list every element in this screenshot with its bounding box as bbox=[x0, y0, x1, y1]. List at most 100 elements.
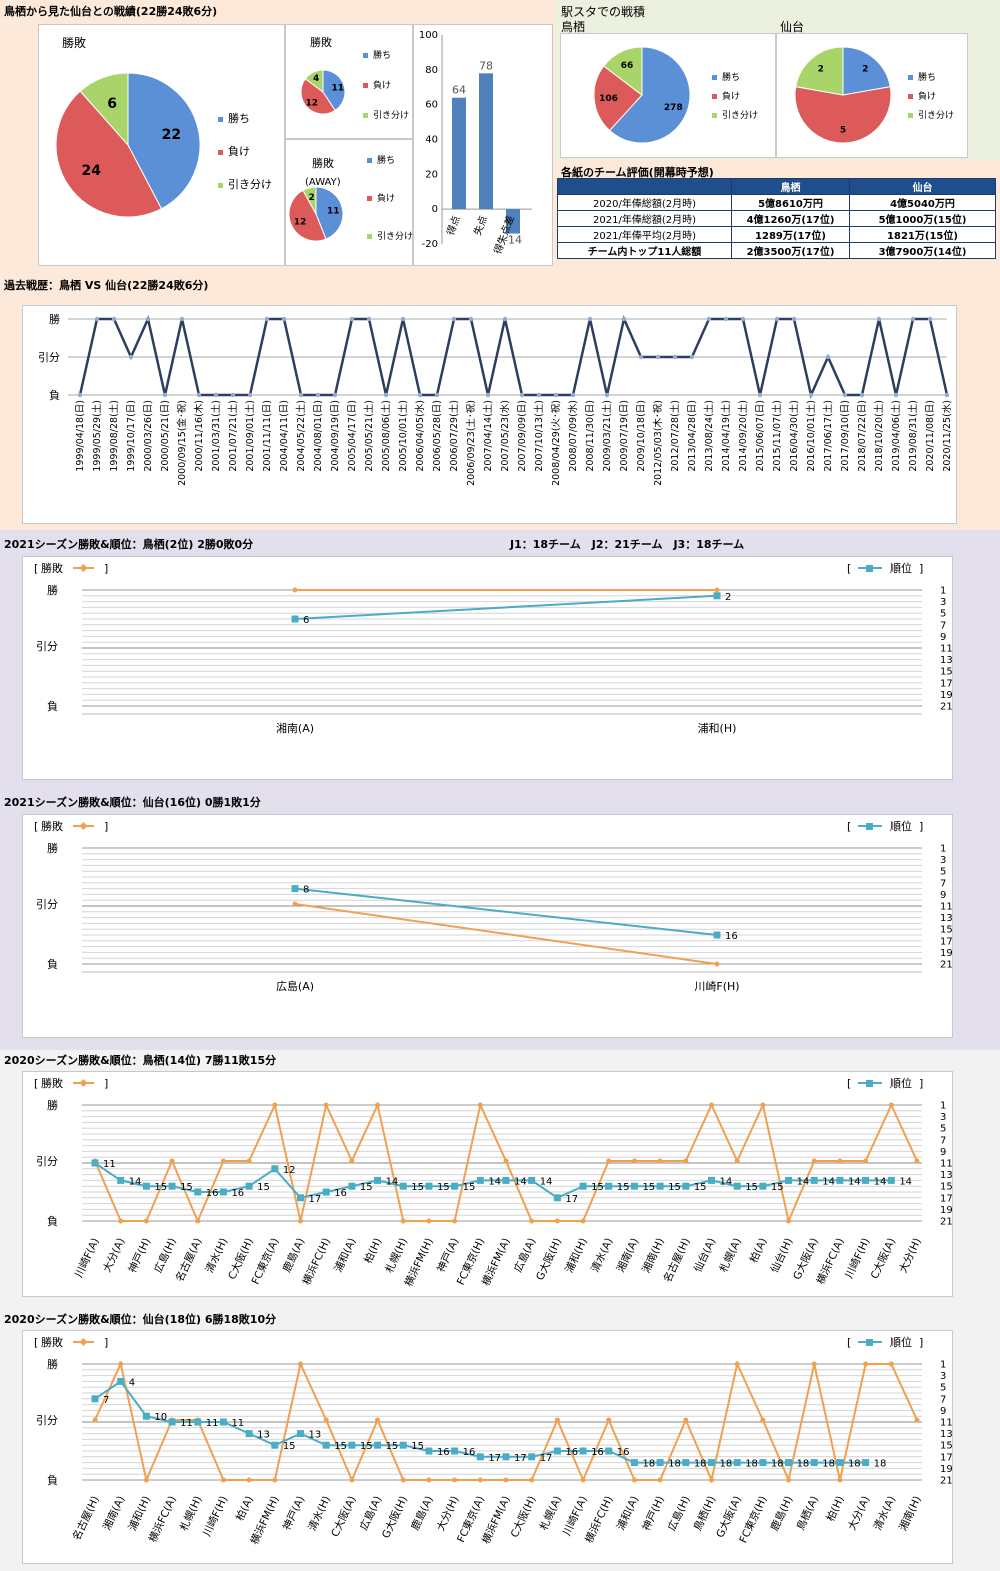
legend-label-rank: 順位 bbox=[890, 1076, 912, 1090]
history-point bbox=[349, 316, 355, 322]
legend-bracket: ] bbox=[919, 1336, 923, 1349]
result-point bbox=[914, 1158, 920, 1164]
y-label: 勝 bbox=[47, 1098, 58, 1112]
history-x-label: 2016/10/01(土) bbox=[805, 400, 817, 472]
history-x-label: 2009/03/21(土) bbox=[601, 400, 613, 472]
result-point bbox=[580, 1477, 586, 1483]
result-point bbox=[292, 901, 298, 907]
rank-data-label: 18 bbox=[720, 1459, 733, 1470]
x-category-label: 大分(A) bbox=[100, 1236, 127, 1274]
legend-marker-rank bbox=[866, 1339, 873, 1346]
x-category-label: 鹿島(A) bbox=[280, 1236, 307, 1274]
rank-tick-label: 15 bbox=[940, 1182, 953, 1193]
legend-swatch bbox=[363, 113, 368, 118]
pie-slice bbox=[304, 69, 324, 93]
eval-row-label: 2020/年俸総額(2月時) bbox=[557, 194, 732, 211]
rank-point bbox=[862, 1176, 870, 1184]
result-point bbox=[195, 1218, 201, 1224]
legend-bracket: [ bbox=[34, 820, 38, 833]
bar bbox=[479, 73, 493, 210]
legend-swatch bbox=[712, 94, 717, 99]
rank-data-label: 17 bbox=[514, 1453, 527, 1464]
legend-bracket: [ bbox=[34, 1077, 38, 1090]
x-category-label: 仙台(H) bbox=[768, 1236, 795, 1275]
history-x-label: 2005/10/01(土) bbox=[397, 400, 409, 472]
rank-point bbox=[117, 1377, 125, 1385]
result-point bbox=[786, 1218, 792, 1224]
x-category-label: 浦和(A) bbox=[331, 1236, 358, 1274]
pie-slice bbox=[288, 189, 327, 242]
history-point bbox=[740, 316, 746, 322]
history-point bbox=[604, 392, 610, 398]
pie-data-label: 4 bbox=[313, 74, 319, 84]
rank-point bbox=[322, 1188, 330, 1196]
rank-data-label: 14 bbox=[899, 1176, 912, 1187]
history-x-label: 2000/03/26(日) bbox=[143, 400, 154, 472]
pie-slice bbox=[603, 46, 643, 97]
rank-data-label: 15 bbox=[334, 1441, 347, 1452]
history-x-label: 2006/05/28(日) bbox=[432, 400, 443, 472]
rank-tick-label: 3 bbox=[940, 1112, 946, 1123]
rank-point bbox=[168, 1182, 176, 1190]
x-category-label: 鹿島(A) bbox=[408, 1494, 435, 1532]
legend-swatch bbox=[218, 183, 223, 188]
rank-data-label: 14 bbox=[822, 1176, 835, 1187]
rank-point bbox=[291, 615, 299, 623]
history-x-label: 2007/04/14(土) bbox=[482, 400, 494, 472]
y-label: 勝 bbox=[47, 1357, 58, 1371]
history-point bbox=[876, 316, 882, 322]
result-point bbox=[714, 587, 720, 593]
rank-point bbox=[271, 1165, 279, 1173]
legend-label-rank: 順位 bbox=[890, 819, 912, 833]
history-point bbox=[281, 316, 287, 322]
rank-data-label: 14 bbox=[848, 1176, 861, 1187]
result-point bbox=[452, 1218, 458, 1224]
x-category-label: 清水(H) bbox=[305, 1494, 332, 1533]
result-point bbox=[529, 1218, 535, 1224]
s2021-tosu-box bbox=[22, 556, 953, 780]
x-category-label: 札幌(H) bbox=[177, 1494, 204, 1533]
history-point bbox=[638, 354, 644, 360]
rank-data-label: 16 bbox=[591, 1447, 604, 1458]
bar-data-label: 64 bbox=[452, 84, 466, 97]
rank-data-label: 15 bbox=[668, 1182, 681, 1193]
history-point bbox=[757, 392, 763, 398]
history-x-label: 2016/04/30(土) bbox=[788, 400, 800, 472]
rank-data-label: 14 bbox=[797, 1176, 810, 1187]
rank-point bbox=[142, 1412, 150, 1420]
rank-point bbox=[399, 1182, 407, 1190]
rank-point bbox=[528, 1176, 536, 1184]
result-point bbox=[349, 1477, 355, 1483]
rank-point bbox=[887, 1176, 895, 1184]
legend-bracket: [ bbox=[34, 1336, 38, 1349]
history-x-label: 2012/05/03(木･祝) bbox=[652, 400, 664, 486]
result-point bbox=[400, 1218, 406, 1224]
rank-point bbox=[713, 592, 721, 600]
history-x-label: 2001/11/11(日) bbox=[262, 400, 273, 472]
history-x-label: 2006/09/23(土･祝) bbox=[465, 400, 477, 486]
table-row: チーム内トップ11人総額 2億3500万(17位) 3億7900万(14位) bbox=[557, 242, 996, 259]
result-point bbox=[220, 1158, 226, 1164]
history-x-label: 2007/09/09(日) bbox=[517, 400, 528, 472]
s2021-sendai-box bbox=[22, 814, 953, 1038]
rank-tick-label: 5 bbox=[940, 1124, 946, 1135]
rank-point bbox=[91, 1395, 99, 1403]
eval-title: 各紙のチーム評価(開幕時予想) bbox=[561, 166, 714, 179]
result-point bbox=[246, 1158, 252, 1164]
pie-title: 勝敗 bbox=[312, 156, 334, 170]
rank-line bbox=[94, 1162, 892, 1199]
x-category-label: G大阪(H) bbox=[379, 1494, 410, 1540]
history-point bbox=[502, 316, 508, 322]
legend-label: 引き分け bbox=[228, 177, 272, 191]
rank-point bbox=[451, 1447, 459, 1455]
eval-cell: 1289万(17位) bbox=[731, 226, 850, 243]
history-x-label: 2014/04/19(土) bbox=[720, 400, 732, 472]
result-point bbox=[375, 1102, 381, 1108]
x-category-label: 大分(A) bbox=[845, 1494, 872, 1532]
x-category-label: 清水(A) bbox=[871, 1494, 898, 1532]
rank-tick-label: 19 bbox=[940, 1205, 953, 1216]
league-note: J1：18チーム J2：21チーム J3：18チーム bbox=[510, 538, 745, 551]
result-point bbox=[709, 1477, 714, 1483]
rank-tick-label: 9 bbox=[940, 1406, 946, 1417]
rank-data-label: 16 bbox=[565, 1447, 578, 1458]
